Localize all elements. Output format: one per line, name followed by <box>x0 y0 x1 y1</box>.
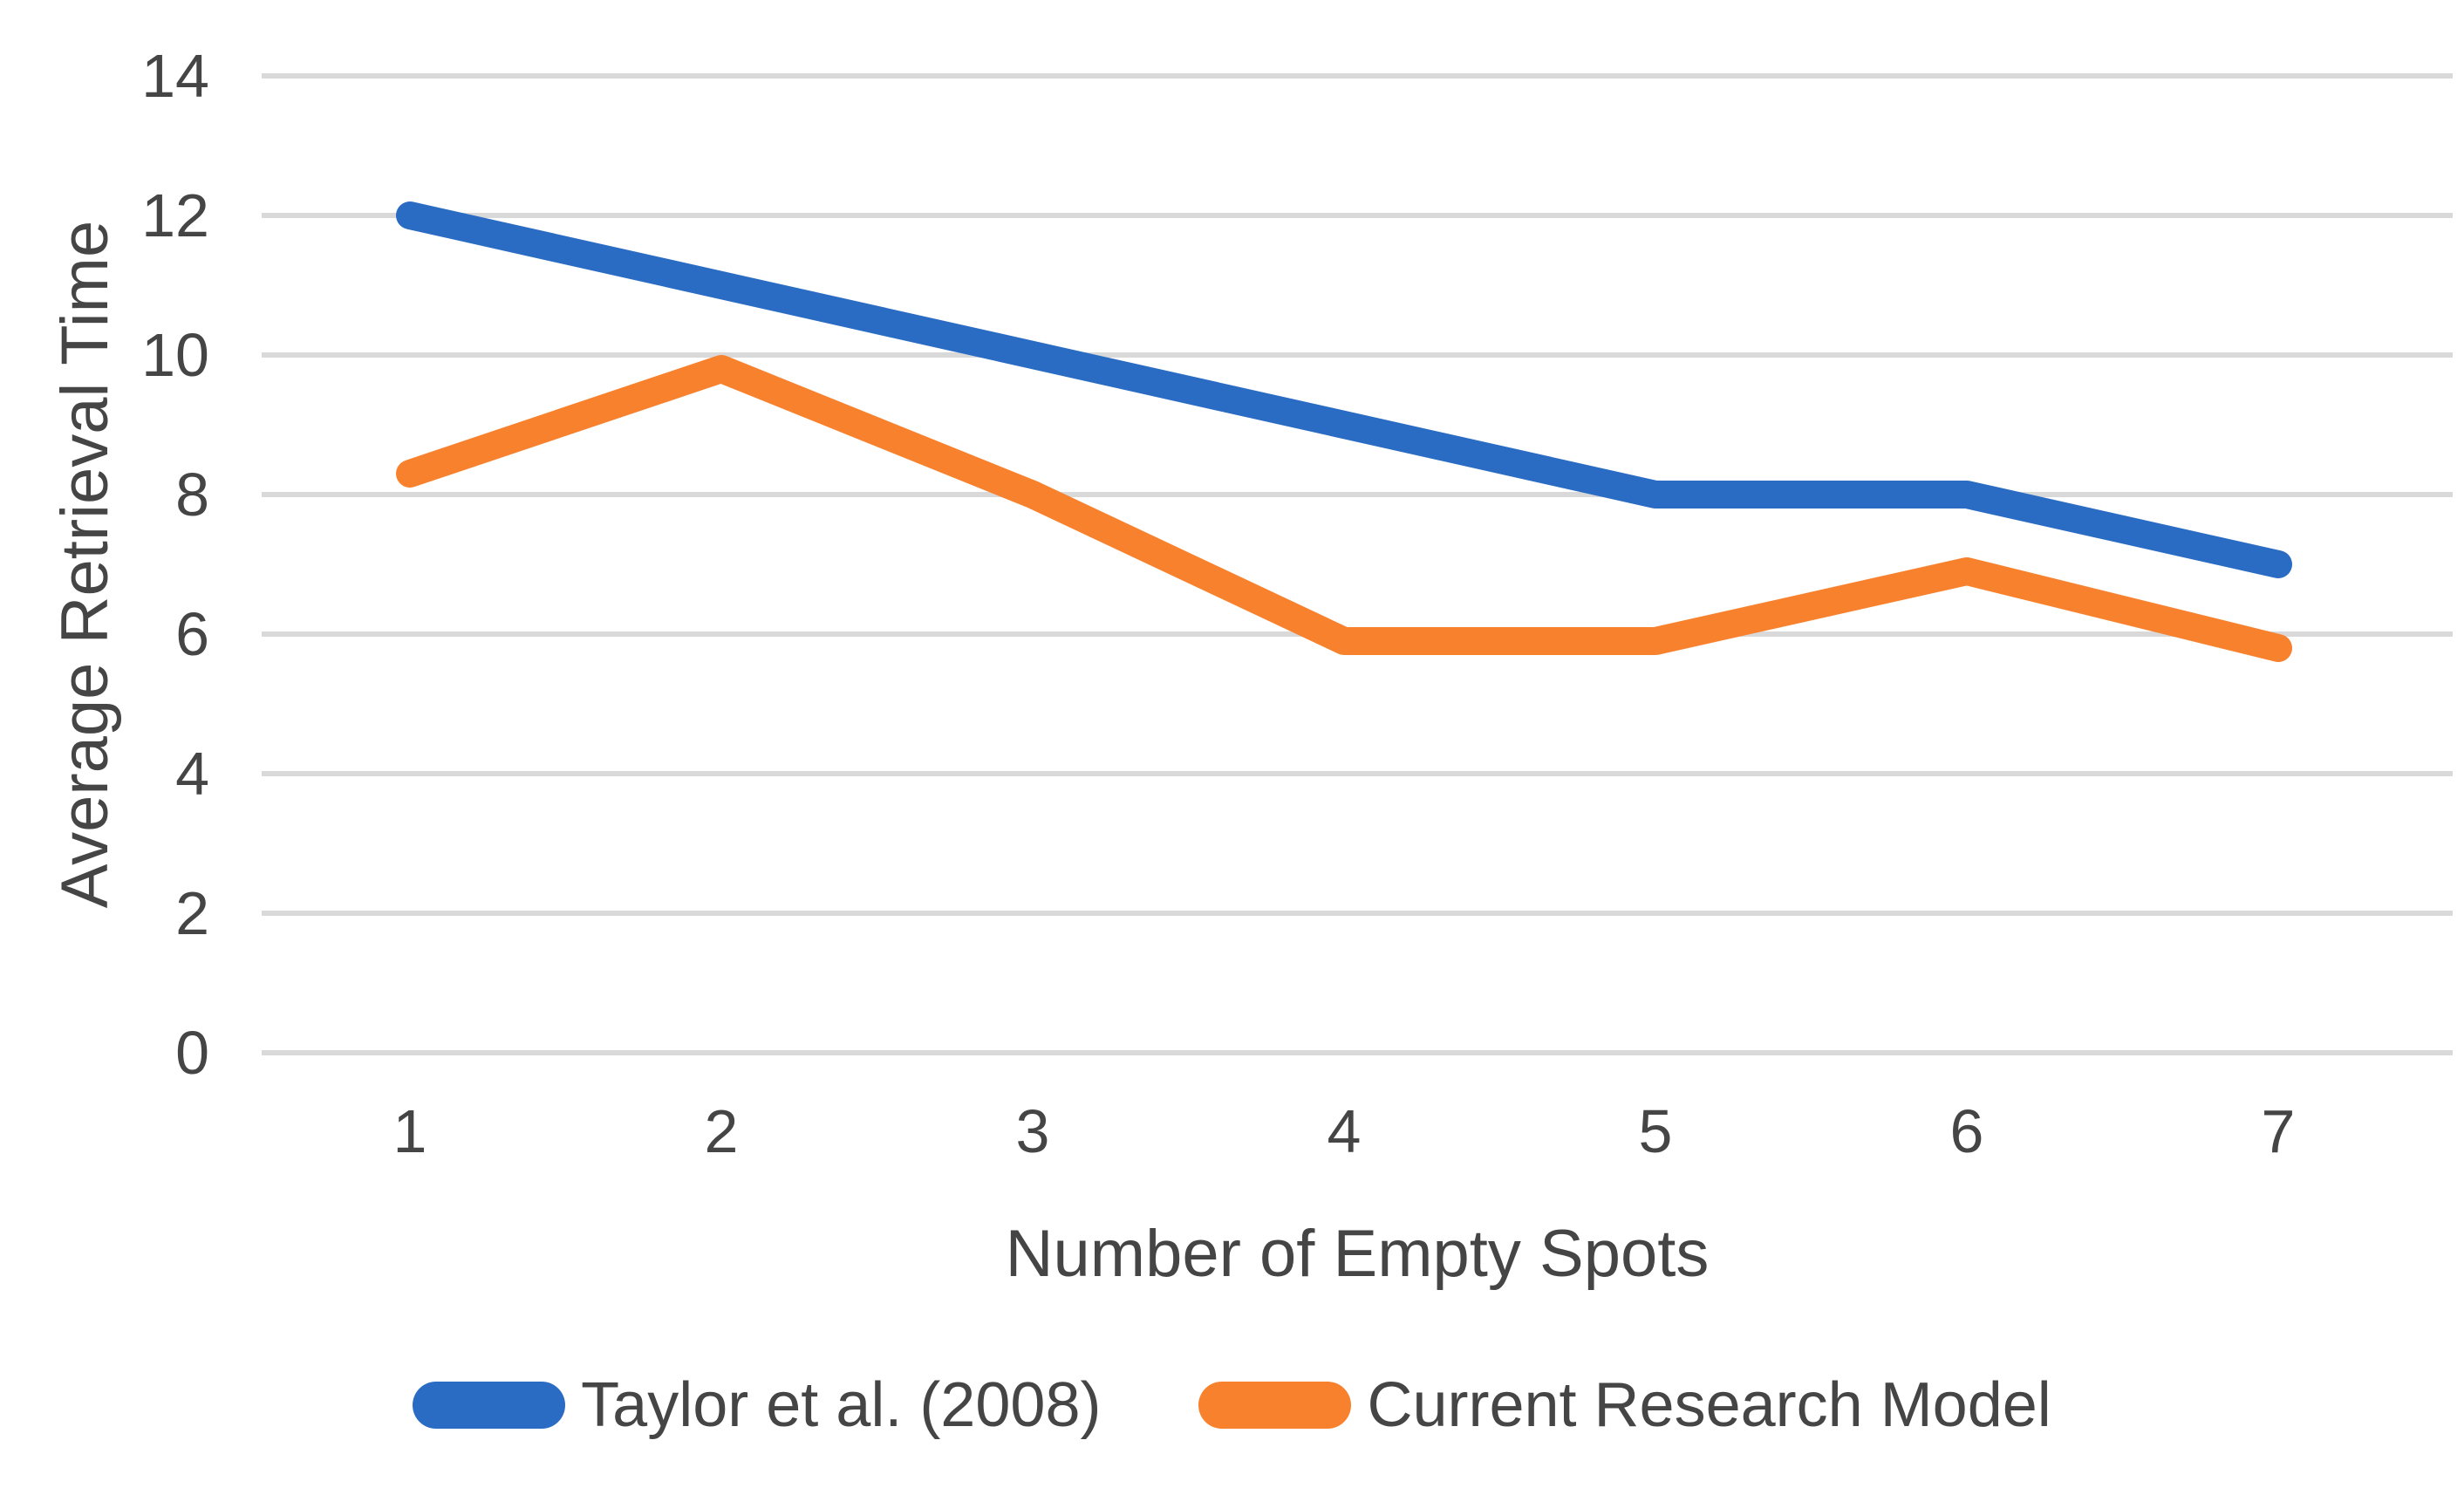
legend-item: Current Research Model <box>1198 1371 2051 1439</box>
y-tick-label: 14 <box>141 42 209 110</box>
x-tick-label: 5 <box>1638 1097 1673 1165</box>
y-tick-label: 12 <box>141 181 209 249</box>
series-line-group <box>396 201 2292 662</box>
legend-item: Taylor et al. (2008) <box>413 1371 1101 1439</box>
x-tick-label: 6 <box>1949 1097 1984 1165</box>
legend-label: Taylor et al. (2008) <box>581 1370 1102 1440</box>
y-tick-label: 6 <box>175 600 209 668</box>
x-tick-label: 3 <box>1015 1097 1050 1165</box>
y-tick-label: 4 <box>175 740 209 808</box>
legend-swatch <box>413 1382 566 1429</box>
x-tick-label: 1 <box>392 1097 427 1165</box>
x-tick-label: 4 <box>1327 1097 1362 1165</box>
legend-label: Current Research Model <box>1367 1370 2051 1440</box>
series-line <box>396 355 2292 662</box>
legend-swatch <box>1198 1382 1352 1429</box>
y-axis-title: Average Retrieval Time <box>48 220 122 909</box>
legend: Taylor et al. (2008) Current Research Mod… <box>0 1371 2464 1439</box>
y-tick-label: 2 <box>175 879 209 947</box>
y-tick-label: 8 <box>175 461 209 529</box>
y-tick-label: 10 <box>141 321 209 389</box>
x-tick-label: 7 <box>2261 1097 2296 1165</box>
series-line <box>396 201 2292 578</box>
x-tick-label: 2 <box>704 1097 739 1165</box>
gridline-group <box>262 73 2453 1055</box>
x-axis-title: Number of Empty Spots <box>1005 1217 1710 1291</box>
y-tick-label: 0 <box>175 1019 209 1087</box>
